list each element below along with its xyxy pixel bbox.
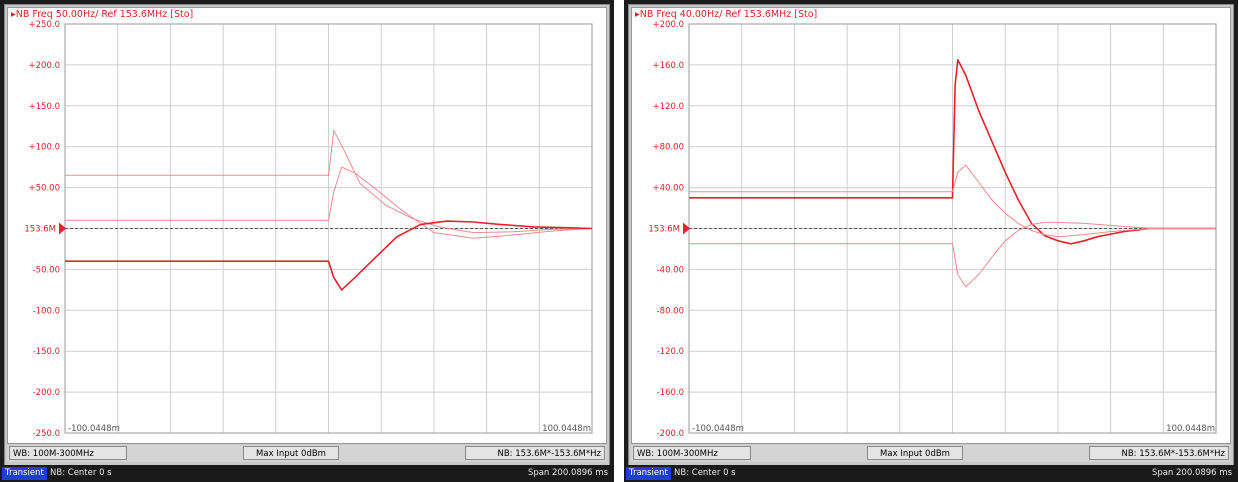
mode-bar: Transient NB: Center 0 s Span 200.0896 m… [624, 465, 1238, 482]
transient-mode-button[interactable]: Transient [2, 467, 47, 480]
y-tick-label: -200.0 [657, 429, 684, 439]
chart-title: ▸NB Freq 40.00Hz/ Ref 153.6MHz [Sto] [635, 9, 818, 20]
chart-svg: +200.0 +160.0 +120.0 +80.00 +40.00 -40.00 -80.… [648, 20, 1217, 439]
mode-bar: Transient NB: Center 0 s Span 200.0896 m… [0, 465, 614, 482]
y-tick-label: -100.0 [33, 306, 60, 316]
series-line [689, 164, 1216, 238]
y-tick-label: -120.0 [657, 347, 684, 357]
y-tick-label: +50.00 [29, 184, 60, 194]
x-start-label: -100.0448m [68, 424, 120, 434]
x-end-label: 100.0448m [1166, 424, 1215, 434]
y-tick-label: -40.00 [657, 265, 684, 275]
span-status: Span 200.0896 ms [527, 468, 608, 478]
y-tick-label: -50.00 [33, 265, 60, 275]
reference-marker-icon [59, 222, 66, 235]
status-bar: WB: 100M-300MHz Max Input 0dBm NB: 153.6… [631, 445, 1231, 462]
y-tick-label: +200.0 [29, 61, 60, 71]
chart-panel-right: +200.0 +160.0 +120.0 +80.00 +40.00 -40.00 -80.… [624, 0, 1238, 482]
reference-label: 153.6M [648, 225, 680, 235]
wb-status: WB: 100M-300MHz [9, 446, 127, 460]
series-line [65, 220, 592, 291]
series-line [65, 129, 592, 234]
x-start-label: -100.0448m [692, 424, 744, 434]
status-bar: WB: 100M-300MHz Max Input 0dBm NB: 153.6… [7, 445, 607, 462]
nb-center-status: NB: Center 0 s [50, 468, 112, 478]
series-line [689, 58, 1216, 245]
y-tick-label: +160.0 [653, 61, 684, 71]
plot-area: +200.0 +160.0 +120.0 +80.00 +40.00 -40.00 -80.… [631, 7, 1231, 444]
chart-title: ▸NB Freq 50.00Hz/ Ref 153.6MHz [Sto] [11, 9, 194, 20]
max-input-status: Max Input 0dBm [243, 446, 339, 460]
y-tick-label: +150.0 [29, 102, 60, 112]
y-tick-label: +80.00 [653, 143, 684, 153]
y-tick-label: +200.0 [653, 20, 684, 30]
y-tick-label: -160.0 [657, 388, 684, 398]
reference-marker-icon [683, 222, 690, 235]
y-tick-label: +40.00 [653, 184, 684, 194]
series-line [65, 166, 592, 239]
chart-svg: +250.0 +200.0 +150.0 +100.0 +50.00 -50.00 -100… [24, 20, 593, 439]
y-tick-label: +120.0 [653, 102, 684, 112]
plot-area: +250.0 +200.0 +150.0 +100.0 +50.00 -50.00 -100… [7, 7, 607, 444]
y-tick-label: +100.0 [29, 143, 60, 153]
y-tick-label: -80.00 [657, 306, 684, 316]
max-input-status: Max Input 0dBm [867, 446, 963, 460]
nb-status: NB: 153.6M*-153.6M*Hz [465, 446, 605, 460]
panel-frame: +250.0 +200.0 +150.0 +100.0 +50.00 -50.00 -100… [4, 4, 610, 478]
reference-label: 153.6M [24, 225, 56, 235]
y-tick-label: -250.0 [33, 429, 60, 439]
span-status: Span 200.0896 ms [1151, 468, 1232, 478]
panel-frame: +200.0 +160.0 +120.0 +80.00 +40.00 -40.00 -80.… [628, 4, 1234, 478]
y-tick-label: -150.0 [33, 347, 60, 357]
chart-panel-left: +250.0 +200.0 +150.0 +100.0 +50.00 -50.00 -100… [0, 0, 614, 482]
series-line [689, 221, 1216, 288]
y-tick-label: -200.0 [33, 388, 60, 398]
x-end-label: 100.0448m [542, 424, 591, 434]
nb-status: NB: 153.6M*-153.6M*Hz [1089, 446, 1229, 460]
transient-mode-button[interactable]: Transient [626, 467, 671, 480]
y-tick-label: +250.0 [29, 20, 60, 30]
nb-center-status: NB: Center 0 s [674, 468, 736, 478]
wb-status: WB: 100M-300MHz [633, 446, 751, 460]
